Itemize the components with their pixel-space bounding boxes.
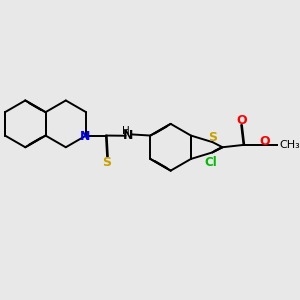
Text: S: S: [103, 156, 112, 169]
Text: S: S: [208, 131, 217, 145]
Text: O: O: [236, 114, 247, 128]
Text: CH₃: CH₃: [279, 140, 300, 150]
Text: O: O: [260, 135, 270, 148]
Text: H: H: [122, 126, 130, 136]
Text: Cl: Cl: [205, 155, 218, 169]
Text: N: N: [123, 129, 134, 142]
Text: N: N: [80, 130, 90, 143]
